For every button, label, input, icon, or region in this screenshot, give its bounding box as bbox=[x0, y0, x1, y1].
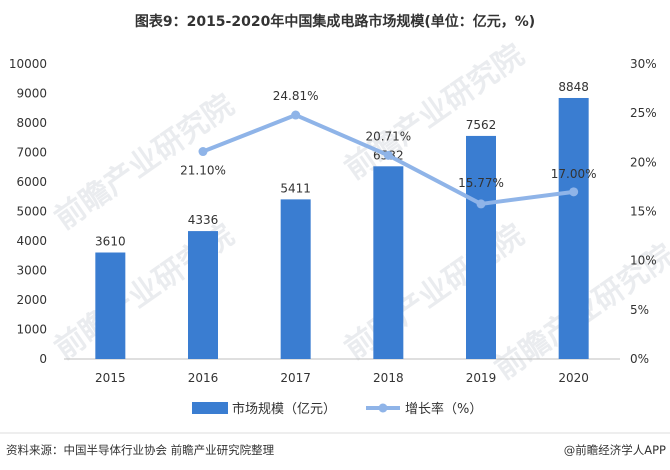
left-tick-label: 1000 bbox=[16, 323, 47, 337]
line-value-label: 15.77% bbox=[458, 176, 504, 190]
left-y-axis: 0 1000 2000 3000 4000 5000 6000 7000 8000 9000 100… bbox=[9, 57, 47, 366]
bar-value-label: 7562 bbox=[466, 118, 497, 132]
legend-bar-label: 市场规模（亿元） bbox=[232, 401, 336, 417]
line-value-label: 20.71% bbox=[365, 129, 411, 143]
right-tick-label: 30% bbox=[630, 57, 657, 71]
bar bbox=[95, 252, 126, 359]
bar-value-label: 8848 bbox=[558, 80, 589, 94]
bar-value-label: 4336 bbox=[188, 213, 219, 227]
line-value-label: 24.81% bbox=[273, 89, 319, 103]
bar bbox=[466, 135, 496, 359]
legend-line-label: 增长率（%） bbox=[405, 401, 482, 417]
x-tick-label: 2018 bbox=[373, 371, 404, 385]
line-point bbox=[476, 199, 486, 209]
bar-value-label: 3610 bbox=[95, 235, 126, 249]
bar-value-label: 5411 bbox=[280, 181, 311, 195]
line-point bbox=[383, 150, 393, 160]
right-tick-label: 25% bbox=[630, 106, 657, 120]
line-point bbox=[291, 110, 301, 120]
bar bbox=[280, 199, 311, 359]
left-tick-label: 8000 bbox=[16, 116, 47, 130]
brand-credit: @前瞻经济学人APP bbox=[564, 443, 666, 457]
x-tick-label: 2017 bbox=[280, 371, 311, 385]
left-tick-label: 6000 bbox=[16, 175, 47, 189]
right-y-axis: 0% 5% 10% 15% 20% 25% 30% bbox=[630, 57, 657, 366]
watermark-text: 前瞻产业研究院 bbox=[339, 218, 531, 367]
watermark-text: 前瞻产业研究院 bbox=[339, 38, 531, 187]
chart-title: 图表9：2015-2020年中国集成电路市场规模(单位：亿元，%) bbox=[135, 13, 535, 30]
left-tick-label: 7000 bbox=[16, 146, 47, 160]
right-tick-label: 10% bbox=[630, 254, 657, 268]
line-point bbox=[198, 147, 208, 157]
left-tick-label: 10000 bbox=[9, 57, 47, 71]
right-tick-label: 15% bbox=[630, 205, 657, 219]
bar-series: 361043365411653275628848 bbox=[95, 80, 589, 359]
x-tick-label: 2019 bbox=[466, 371, 497, 385]
right-tick-label: 0% bbox=[630, 352, 649, 366]
line-point bbox=[569, 187, 579, 197]
line-value-label: 17.00% bbox=[551, 167, 597, 181]
x-tick-label: 2020 bbox=[558, 371, 589, 385]
bar bbox=[188, 231, 218, 359]
x-axis: 2015 2016 2017 2018 2019 2020 bbox=[64, 358, 620, 385]
left-tick-label: 4000 bbox=[16, 234, 47, 248]
left-tick-label: 0 bbox=[39, 352, 47, 366]
x-tick-label: 2016 bbox=[188, 371, 219, 385]
left-tick-label: 2000 bbox=[16, 293, 47, 307]
line-series: 21.10% 24.81% 20.71% 15.77% 17.00% bbox=[180, 89, 597, 209]
legend-line-marker bbox=[378, 403, 388, 413]
right-tick-label: 20% bbox=[630, 155, 657, 169]
right-tick-label: 5% bbox=[630, 303, 649, 317]
left-tick-label: 9000 bbox=[16, 87, 47, 101]
legend: 市场规模（亿元） 增长率（%） bbox=[192, 401, 482, 417]
bar bbox=[373, 166, 404, 359]
left-tick-label: 5000 bbox=[16, 205, 47, 219]
left-tick-label: 3000 bbox=[16, 264, 47, 278]
x-tick-label: 2015 bbox=[95, 371, 126, 385]
legend-bar-swatch bbox=[192, 402, 228, 414]
line-value-label: 21.10% bbox=[180, 164, 226, 178]
source-note: 资料来源：中国半导体行业协会 前瞻产业研究院整理 bbox=[6, 443, 275, 457]
bar bbox=[558, 97, 589, 359]
